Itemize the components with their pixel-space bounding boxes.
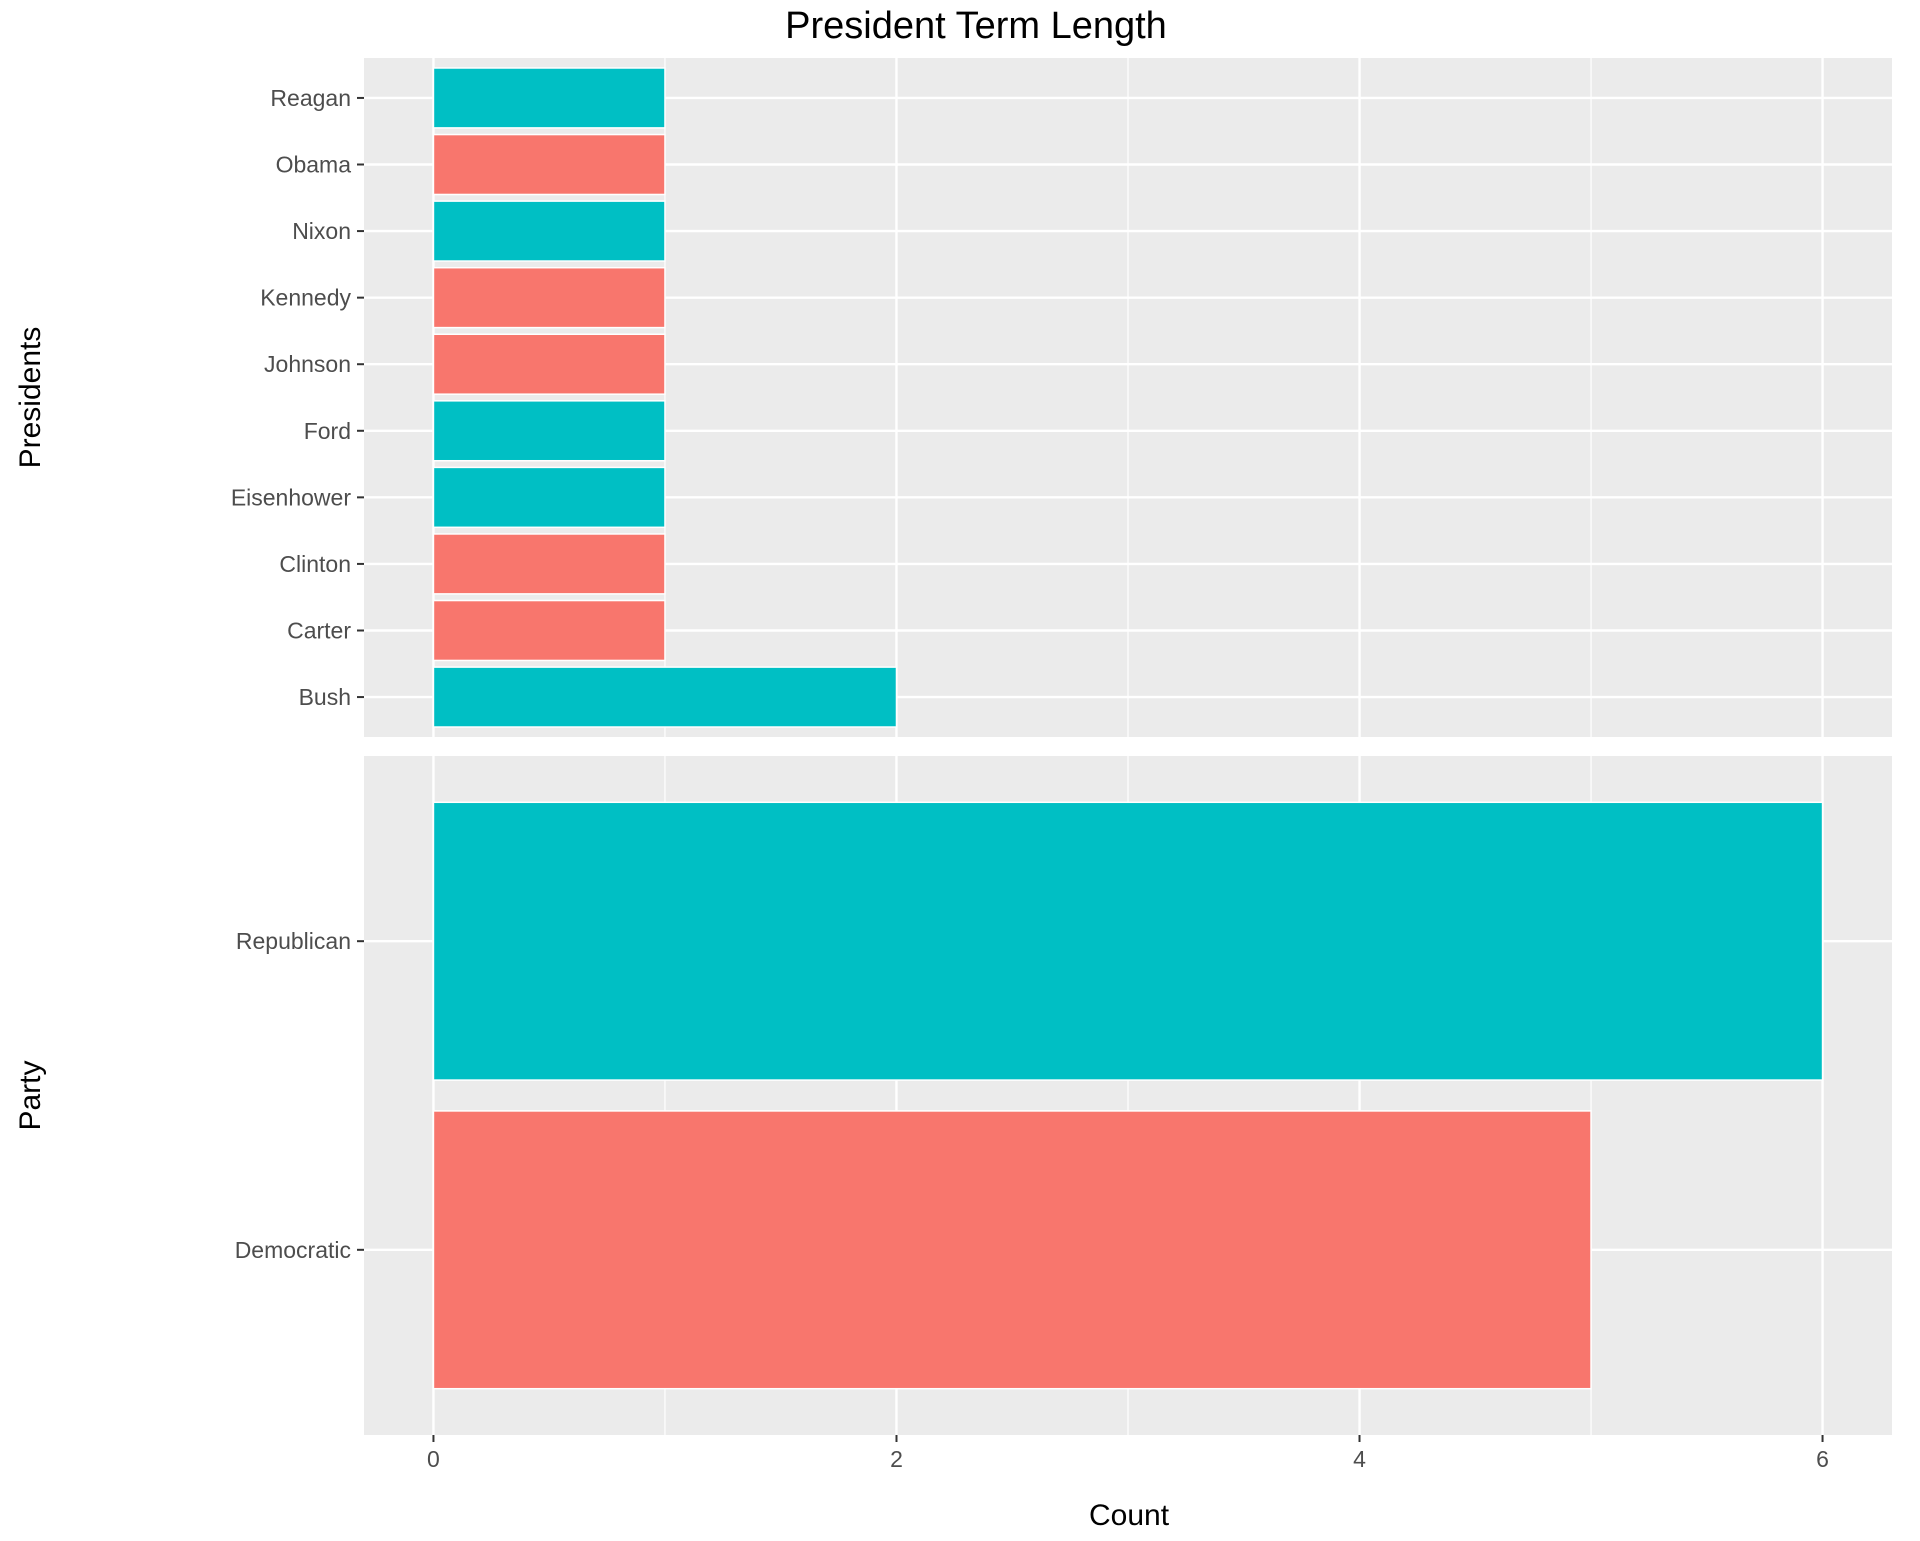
- bar-nixon: [432, 200, 666, 262]
- y-tick-label: Reagan: [270, 85, 351, 111]
- bar-bush: [432, 666, 898, 728]
- x-tick-label: 2: [890, 1446, 903, 1472]
- bar-democratic: [432, 1110, 1592, 1390]
- y-tick-label: Nixon: [292, 218, 351, 244]
- x-tick-label: 4: [1353, 1446, 1366, 1472]
- bar-reagan: [432, 67, 666, 129]
- y-axis-title: Presidents: [14, 327, 47, 469]
- bar-clinton: [432, 533, 666, 595]
- y-tick-label: Bush: [299, 684, 351, 710]
- bar-kennedy: [432, 266, 666, 329]
- bar-obama: [432, 133, 666, 196]
- y-tick-label: Johnson: [264, 351, 351, 377]
- bar-ford: [432, 400, 666, 462]
- bar-eisenhower: [432, 466, 666, 529]
- y-tick-label: Eisenhower: [231, 484, 352, 510]
- y-tick-label: Clinton: [279, 551, 351, 577]
- y-tick-label: Carter: [287, 617, 351, 643]
- y-tick-label: Ford: [304, 418, 351, 444]
- bar-johnson: [432, 333, 666, 395]
- chart-title: President Term Length: [785, 5, 1167, 47]
- x-tick-label: 0: [427, 1446, 440, 1472]
- x-axis-title: Count: [1089, 1499, 1170, 1532]
- y-axis-title: Party: [14, 1060, 47, 1130]
- y-tick-label: Democratic: [235, 1237, 351, 1263]
- y-tick-label: Republican: [236, 928, 351, 954]
- y-tick-label: Obama: [276, 152, 352, 178]
- bar-republican: [432, 801, 1824, 1081]
- x-tick-label: 6: [1816, 1446, 1829, 1472]
- bar-carter: [432, 599, 666, 662]
- y-tick-label: Kennedy: [260, 285, 351, 311]
- chart-panels: Reagan Obama Nixon Kennedy Johnson Ford Eisenh…: [14, 58, 1892, 1472]
